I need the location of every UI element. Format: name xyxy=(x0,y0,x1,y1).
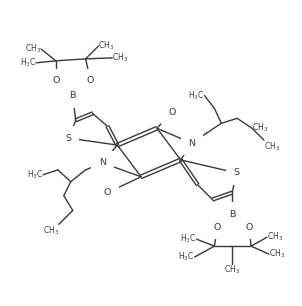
Text: N: N xyxy=(99,159,106,167)
Text: CH$_3$: CH$_3$ xyxy=(267,231,283,244)
Text: CH$_3$: CH$_3$ xyxy=(112,52,129,64)
Text: H$_3$C: H$_3$C xyxy=(20,57,36,69)
Text: N: N xyxy=(188,139,195,147)
Text: B: B xyxy=(229,210,236,219)
Text: O: O xyxy=(52,76,59,85)
Text: CH$_3$: CH$_3$ xyxy=(25,43,41,55)
Text: CH$_3$: CH$_3$ xyxy=(269,248,285,260)
Text: CH$_3$: CH$_3$ xyxy=(224,264,240,276)
Text: H$_3$C: H$_3$C xyxy=(188,89,204,102)
Text: H$_3$C: H$_3$C xyxy=(180,233,197,245)
Text: CH$_3$: CH$_3$ xyxy=(252,122,268,134)
Text: O: O xyxy=(104,188,111,197)
Text: H$_3$C: H$_3$C xyxy=(178,251,194,263)
Text: H$_3$C: H$_3$C xyxy=(27,169,43,181)
Text: CH$_3$: CH$_3$ xyxy=(264,140,280,153)
Text: O: O xyxy=(214,223,221,232)
Text: O: O xyxy=(246,223,253,232)
Text: CH$_3$: CH$_3$ xyxy=(98,40,115,52)
Text: S: S xyxy=(66,134,72,143)
Text: B: B xyxy=(69,91,76,100)
Text: O: O xyxy=(168,108,175,117)
Text: O: O xyxy=(87,76,94,85)
Text: S: S xyxy=(233,168,239,177)
Text: CH$_3$: CH$_3$ xyxy=(43,224,59,237)
